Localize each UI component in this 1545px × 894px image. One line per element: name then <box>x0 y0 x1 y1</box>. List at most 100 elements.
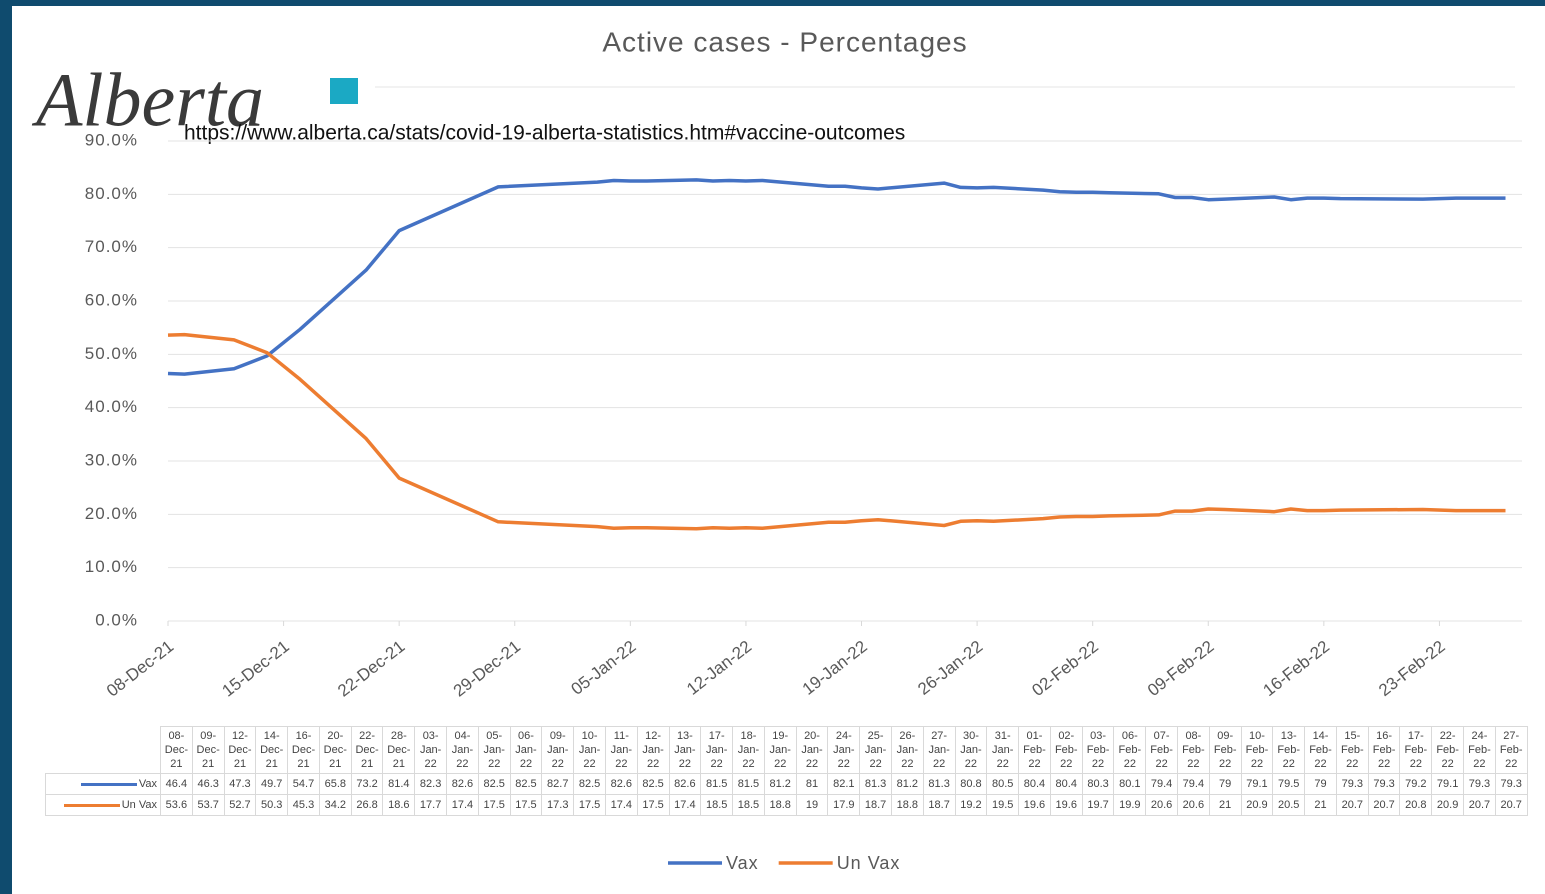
table-value: 79.3 <box>1494 773 1528 795</box>
table-value: 80.4 <box>1018 773 1051 795</box>
table-value: 54.7 <box>287 773 320 795</box>
table-row-label: Un Vax <box>45 794 161 816</box>
table-value: 79.3 <box>1335 773 1369 795</box>
table-value: 21 <box>1304 794 1337 816</box>
table-value: 19.6 <box>1049 794 1083 816</box>
table-value: 20.8 <box>1399 794 1433 816</box>
table-value: 79.5 <box>1272 773 1306 795</box>
table-value: 20.6 <box>1145 794 1178 816</box>
table-value: 19.7 <box>1081 794 1115 816</box>
table-date: 12-Dec-21 <box>223 726 257 774</box>
table-value: 82.5 <box>573 773 606 795</box>
table-header-row: 08-Dec-21 09-Dec-21 12-Dec-21 14-Dec-21 16-D… <box>46 726 1528 774</box>
table-date: 14-Dec-21 <box>255 726 289 774</box>
x-tick-label: 02-Feb-22 <box>1028 637 1102 700</box>
table-value: 80.4 <box>1049 773 1083 795</box>
table-date: 10-Jan-22 <box>573 726 606 774</box>
table-value: 17.5 <box>477 794 511 816</box>
table-date: 30-Jan-22 <box>954 726 988 774</box>
table-date: 08-Dec-21 <box>160 726 193 774</box>
table-date: 07-Feb-22 <box>1145 726 1178 774</box>
y-tick-label: 70.0% <box>85 237 138 256</box>
table-value: 20.7 <box>1335 794 1369 816</box>
table-value: 53.6 <box>160 794 193 816</box>
table-value: 20.7 <box>1494 794 1528 816</box>
table-value: 82.6 <box>446 773 479 795</box>
table-value: 79.4 <box>1177 773 1210 795</box>
table-date: 01-Feb-22 <box>1018 726 1051 774</box>
table-value: 49.7 <box>255 773 289 795</box>
y-tick-label: 10.0% <box>85 557 138 576</box>
table-series-name: Un Vax <box>121 799 157 811</box>
table-value: 79 <box>1208 773 1242 795</box>
x-tick-label: 12-Jan-22 <box>683 637 755 699</box>
table-date: 05-Jan-22 <box>477 726 511 774</box>
table-value: 81.2 <box>890 773 924 795</box>
table-value: 80.8 <box>954 773 988 795</box>
table-date: 03-Jan-22 <box>414 726 448 774</box>
y-tick-label: 20.0% <box>85 504 138 523</box>
table-series-name: Vax <box>138 778 157 790</box>
table-value: 20.7 <box>1463 794 1496 816</box>
table-date: 11-Jan-22 <box>604 726 638 774</box>
logo: Alberta <box>31 58 264 142</box>
table-value: 17.4 <box>446 794 479 816</box>
table-swatch <box>63 803 120 807</box>
table-date: 25-Jan-22 <box>859 726 892 774</box>
table-value: 18.7 <box>922 794 956 816</box>
table-date: 18-Jan-22 <box>732 726 765 774</box>
table-value: 79.3 <box>1367 773 1401 795</box>
table-date: 16-Dec-21 <box>287 726 320 774</box>
x-tick-label: 08-Dec-21 <box>103 637 177 701</box>
table-date: 17-Jan-22 <box>700 726 734 774</box>
x-tick-label: 15-Dec-21 <box>219 637 293 701</box>
table-date: 09-Dec-21 <box>191 726 225 774</box>
table-value: 82.5 <box>509 773 543 795</box>
y-tick-label: 40.0% <box>85 397 138 416</box>
y-tick-label: 0.0% <box>95 610 138 629</box>
table-value: 81.2 <box>763 773 797 795</box>
table-date: 27-Jan-22 <box>922 726 956 774</box>
x-tick-label: 29-Dec-21 <box>450 637 524 701</box>
table-value: 80.3 <box>1081 773 1115 795</box>
table-value: 19.5 <box>986 794 1020 816</box>
table-value: 52.7 <box>223 794 257 816</box>
table-date: 26-Jan-22 <box>890 726 924 774</box>
table-value: 21 <box>1208 794 1242 816</box>
table-value: 81.3 <box>922 773 956 795</box>
table-date: 12-Jan-22 <box>636 726 670 774</box>
table-date: 17-Feb-22 <box>1399 726 1433 774</box>
table-value: 34.2 <box>318 794 352 816</box>
table-date: 16-Feb-22 <box>1367 726 1401 774</box>
table-date: 04-Jan-22 <box>446 726 479 774</box>
table-value: 17.9 <box>827 794 861 816</box>
table-value: 17.7 <box>414 794 448 816</box>
table-date: 10-Feb-22 <box>1240 726 1274 774</box>
table-date: 15-Feb-22 <box>1335 726 1369 774</box>
table-value: 79.1 <box>1240 773 1274 795</box>
y-tick-label: 80.0% <box>85 184 138 203</box>
legend-label: Vax <box>726 853 759 873</box>
table-date: 08-Feb-22 <box>1177 726 1210 774</box>
table-date: 13-Feb-22 <box>1272 726 1306 774</box>
table-value: 19.9 <box>1113 794 1147 816</box>
table-value: 53.7 <box>191 794 225 816</box>
table-value: 26.8 <box>350 794 384 816</box>
table-value: 81 <box>795 773 829 795</box>
series-line <box>167 332 1506 531</box>
table-date: 02-Feb-22 <box>1049 726 1083 774</box>
table-value: 82.5 <box>477 773 511 795</box>
table-value: 82.5 <box>636 773 670 795</box>
x-tick-label: 23-Feb-22 <box>1375 637 1449 700</box>
table-value: 79.3 <box>1463 773 1496 795</box>
table-value: 79 <box>1304 773 1337 795</box>
table-value: 79.2 <box>1399 773 1433 795</box>
table-date: 09-Jan-22 <box>541 726 575 774</box>
table-value: 82.7 <box>541 773 575 795</box>
table-value: 17.3 <box>541 794 575 816</box>
table-date: 24-Feb-22 <box>1463 726 1496 774</box>
table-date: 20-Dec-21 <box>318 726 352 774</box>
table-value: 81.3 <box>859 773 892 795</box>
table-row: Un Vax 53.6 53.7 52.7 50.3 45.3 34.2 26.8 18.6 17… <box>45 794 1528 816</box>
